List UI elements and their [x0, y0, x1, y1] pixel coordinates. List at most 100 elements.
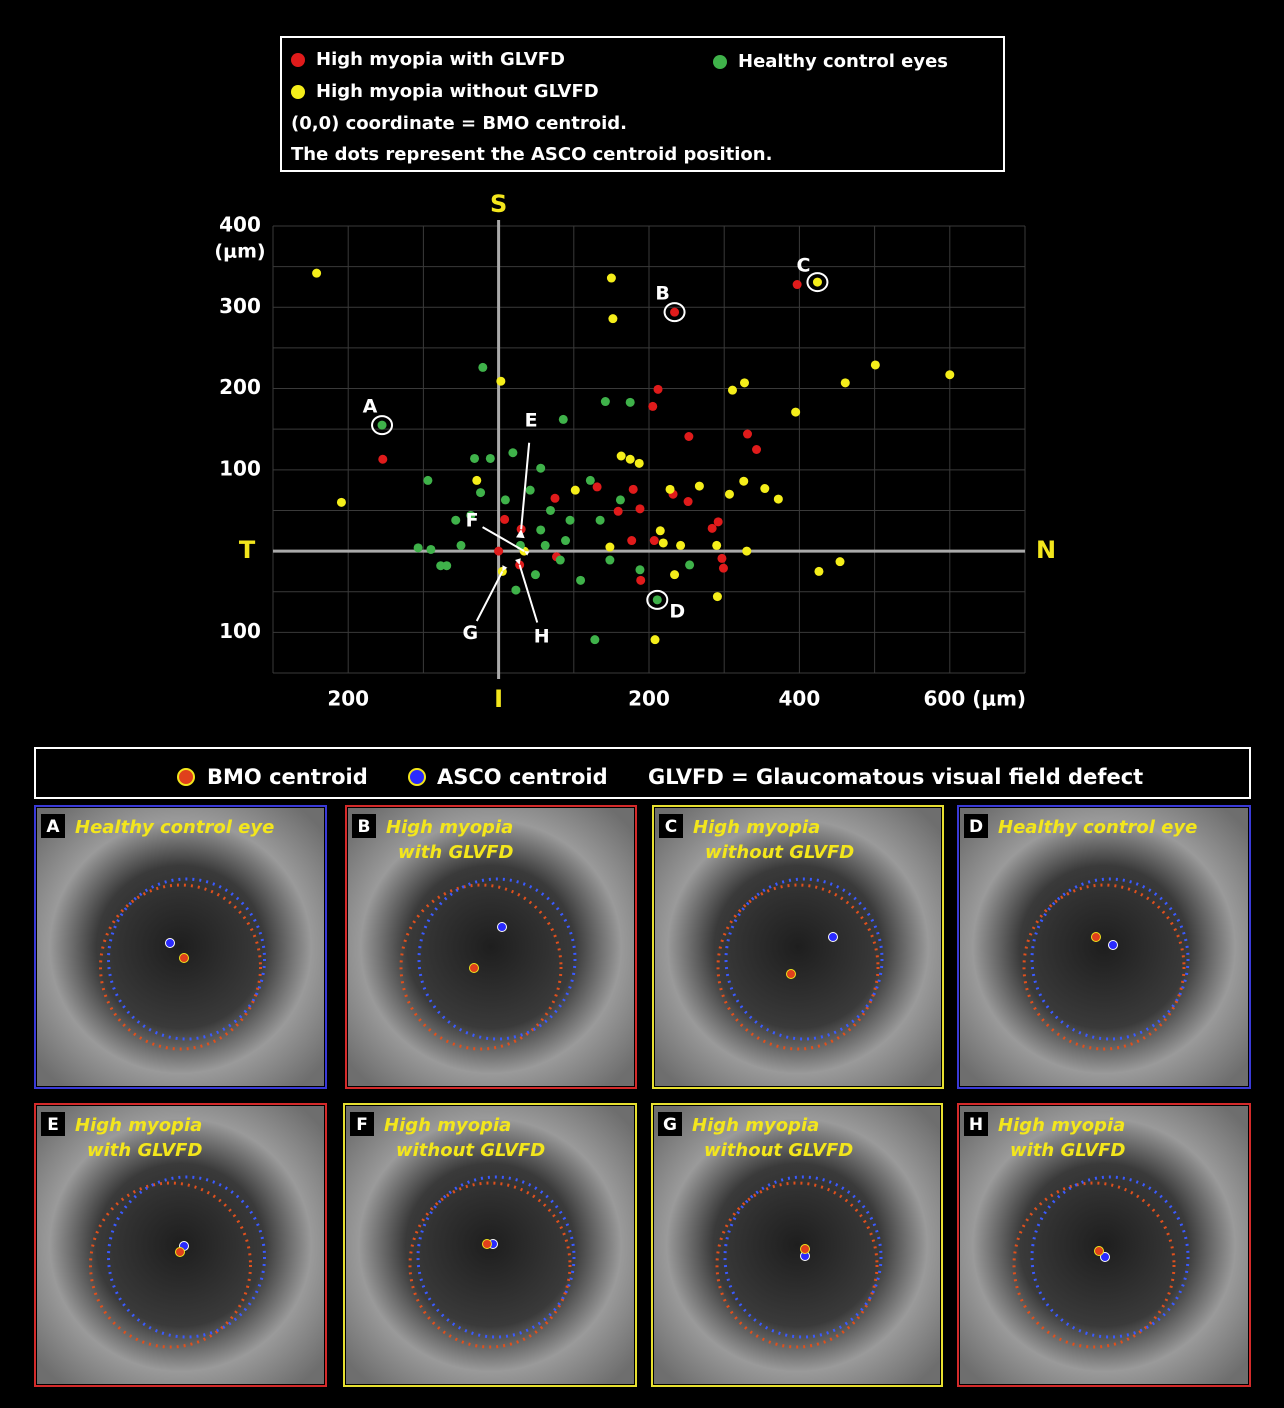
- bmo-centroid: [180, 954, 189, 963]
- data-point: [676, 541, 685, 550]
- legend-note: (0,0) coordinate = BMO centroid.: [291, 113, 627, 134]
- panel-legend-label: BMO centroid: [207, 765, 368, 789]
- y-tick-label: 400: [219, 213, 261, 237]
- panel-caption: High myopia: [693, 817, 820, 838]
- axis-letter: S: [490, 190, 507, 218]
- panel-letter: B: [358, 817, 371, 837]
- bmo-centroid: [1095, 1247, 1104, 1256]
- panel-legend-label: GLVFD = Glaucomatous visual field defect: [648, 765, 1143, 789]
- fundus-image: [37, 808, 324, 1086]
- data-point: [719, 564, 728, 573]
- data-point: [511, 586, 520, 595]
- data-point: [576, 576, 585, 585]
- x-tick-label: 400: [779, 687, 821, 711]
- data-point: [526, 486, 535, 495]
- asco-centroid: [498, 923, 507, 932]
- fundus-image: [960, 808, 1248, 1086]
- data-point: [712, 541, 721, 550]
- data-point: [635, 504, 644, 513]
- bmo-centroid: [176, 1248, 185, 1257]
- y-tick-label: 100: [219, 456, 261, 480]
- figure: SITN200200400600 (μm)100100200300400(μm)…: [0, 0, 1284, 1408]
- data-point: [684, 432, 693, 441]
- x-tick-label: 600 (μm): [924, 687, 1027, 711]
- data-point: [626, 398, 635, 407]
- data-point: [670, 308, 679, 317]
- bmo-centroid: [470, 964, 479, 973]
- data-point: [546, 506, 555, 515]
- panel-caption: High myopia: [75, 1115, 202, 1136]
- data-point: [593, 482, 602, 491]
- data-point: [793, 280, 802, 289]
- data-point: [442, 561, 451, 570]
- fundus-panel: HHigh myopiawith GLVFD: [958, 1104, 1250, 1386]
- y-unit: (μm): [214, 241, 265, 263]
- data-point: [607, 274, 616, 283]
- x-tick-label: 200: [327, 687, 369, 711]
- axis-letter: T: [239, 536, 256, 564]
- legend-swatch: [291, 85, 305, 99]
- data-point: [617, 452, 626, 461]
- data-point: [685, 560, 694, 569]
- data-point: [739, 477, 748, 486]
- panel-caption: with GLVFD: [87, 1140, 202, 1161]
- data-point: [813, 278, 822, 287]
- asco-centroid: [829, 933, 838, 942]
- data-point: [614, 507, 623, 516]
- data-point: [486, 454, 495, 463]
- data-point: [500, 515, 509, 524]
- data-point: [605, 556, 614, 565]
- data-point: [457, 541, 466, 550]
- data-point: [653, 595, 662, 604]
- annotation-label: B: [655, 283, 669, 305]
- data-point: [616, 495, 625, 504]
- data-point: [629, 485, 638, 494]
- legend-label: Healthy control eyes: [738, 51, 948, 72]
- data-point: [559, 415, 568, 424]
- data-point: [651, 635, 660, 644]
- data-point: [760, 484, 769, 493]
- data-point: [635, 459, 644, 468]
- panel-letter: H: [969, 1115, 983, 1135]
- fundus-panel: CHigh myopiawithout GLVFD: [653, 806, 943, 1088]
- panel-legend-label: ASCO centroid: [437, 765, 608, 789]
- data-point: [714, 517, 723, 526]
- panel-caption: without GLVFD: [704, 1140, 853, 1161]
- data-point: [536, 464, 545, 473]
- data-point: [626, 455, 635, 464]
- asco-centroid: [1109, 941, 1118, 950]
- data-point: [478, 363, 487, 372]
- data-point: [312, 269, 321, 278]
- panel-letter: E: [47, 1115, 59, 1135]
- data-point: [743, 430, 752, 439]
- data-point: [378, 455, 387, 464]
- data-point: [659, 538, 668, 547]
- annotation-label: H: [534, 625, 550, 647]
- data-point: [654, 385, 663, 394]
- panel-caption: High myopia: [384, 1115, 511, 1136]
- data-point: [501, 495, 510, 504]
- data-point: [601, 397, 610, 406]
- bmo-centroid: [787, 970, 796, 979]
- data-point: [725, 490, 734, 499]
- axis-letter: I: [494, 685, 503, 713]
- data-point: [636, 576, 645, 585]
- bmo-centroid: [801, 1245, 810, 1254]
- panel-caption: with GLVFD: [398, 842, 513, 863]
- data-point: [337, 498, 346, 507]
- x-tick-label: 200: [628, 687, 670, 711]
- data-point: [841, 378, 850, 387]
- data-point: [648, 402, 657, 411]
- data-point: [740, 378, 749, 387]
- bmo-centroid: [1092, 933, 1101, 942]
- fundus-panel: DHealthy control eye: [958, 806, 1250, 1088]
- data-point: [470, 454, 479, 463]
- legend-label: High myopia without GLVFD: [316, 81, 599, 102]
- data-point: [508, 448, 517, 457]
- panel-caption: High myopia: [692, 1115, 819, 1136]
- y-tick-label: 200: [219, 375, 261, 399]
- data-point: [551, 494, 560, 503]
- data-point: [695, 482, 704, 491]
- data-point: [670, 570, 679, 579]
